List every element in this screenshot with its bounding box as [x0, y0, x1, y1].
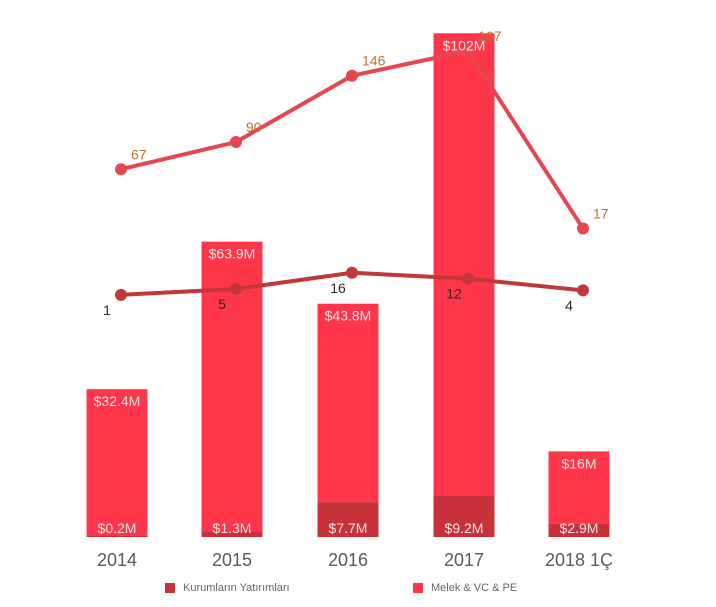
point-label-lower-0: 1: [103, 302, 111, 318]
point-lower-4: [577, 284, 589, 297]
point-upper-4: [577, 222, 589, 235]
bar-kurumlarin-3: [433, 495, 495, 537]
point-label-upper-1: 90: [246, 119, 262, 135]
point-label-lower-2: 16: [330, 280, 346, 296]
labels-layer: $32.4M $0.2M 2014 $63.9M $1.3M 2015 $43.8M $7.7…: [94, 28, 613, 570]
point-label-lower-1: 5: [218, 296, 226, 312]
bar-label-kurumlarin-1: $1.3M: [213, 520, 252, 536]
point-lower-2: [346, 266, 358, 279]
point-upper-1: [230, 136, 242, 149]
legend-swatch-melek: [413, 583, 423, 593]
legend-item-kurumlarin: Kurumların Yatırımları: [165, 582, 290, 594]
bar-label-kurumlarin-2: $7.7M: [329, 520, 368, 536]
bar-label-kurumlarin-0: $0.2M: [98, 520, 137, 536]
point-label-lower-4: 4: [565, 297, 573, 313]
category-label-3: 2017: [444, 550, 484, 570]
legend-swatch-kurumlarin: [165, 583, 175, 593]
category-label-2: 2016: [328, 550, 368, 570]
point-lower-0: [115, 288, 127, 301]
legend-label-kurumlarin: Kurumların Yatırımları: [183, 582, 290, 594]
point-upper-3: [462, 44, 474, 57]
bar-label-melek-2: $43.8M: [325, 308, 372, 324]
lines-layer: [115, 44, 589, 301]
point-lower-1: [230, 282, 242, 295]
category-label-4: 2018 1Ç: [545, 550, 613, 570]
category-label-0: 2014: [97, 550, 137, 570]
legend-item-melek: Melek & VC & PE: [413, 582, 517, 594]
bar-label-kurumlarin-4: $2.9M: [560, 520, 599, 536]
bar-melek-0: [86, 389, 148, 536]
point-lower-3: [462, 272, 474, 285]
category-label-1: 2015: [212, 550, 252, 570]
point-upper-0: [115, 163, 127, 176]
point-label-lower-3: 12: [446, 286, 462, 302]
point-label-upper-3: 167: [478, 28, 502, 44]
bar-label-kurumlarin-3: $9.2M: [445, 520, 484, 536]
legend-label-melek: Melek & VC & PE: [431, 582, 518, 594]
bar-label-melek-4: $16M: [561, 455, 596, 471]
bar-melek-2: [317, 303, 379, 503]
bar-label-melek-0: $32.4M: [94, 393, 141, 409]
legend: Kurumların Yatırımları Melek & VC & PE: [0, 582, 716, 602]
bar-kurumlarin-2: [317, 502, 379, 537]
point-label-upper-4: 17: [593, 205, 609, 221]
point-upper-2: [346, 69, 358, 82]
bar-kurumlarin-1: [201, 531, 263, 537]
bar-melek-4: [548, 451, 610, 524]
point-label-upper-2: 146: [362, 53, 386, 69]
bar-kurumlarin-0: [86, 536, 148, 537]
bar-label-melek-1: $63.9M: [209, 246, 256, 262]
point-label-upper-0: 67: [131, 146, 147, 162]
bar-kurumlarin-4: [548, 523, 610, 537]
bar-label-melek-3: $102M: [443, 37, 486, 53]
bar-melek-3: [433, 33, 495, 496]
